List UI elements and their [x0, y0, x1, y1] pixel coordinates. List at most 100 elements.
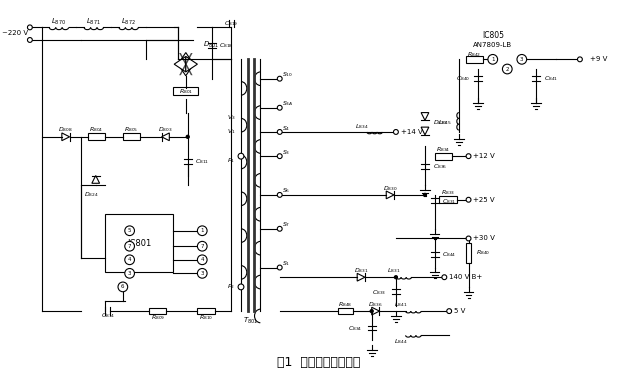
Text: 6: 6 — [121, 285, 125, 290]
Polygon shape — [92, 175, 99, 183]
Text: 1: 1 — [201, 228, 204, 233]
Text: +25 V: +25 V — [473, 197, 495, 203]
Bar — [440, 196, 457, 203]
Text: $C_{834}$: $C_{834}$ — [348, 324, 362, 333]
Bar — [466, 56, 483, 63]
Text: 7: 7 — [128, 244, 132, 249]
Bar — [466, 243, 471, 263]
Circle shape — [578, 57, 582, 62]
Text: $R_{805}$: $R_{805}$ — [124, 126, 138, 134]
Text: $L_{844}$: $L_{844}$ — [394, 337, 407, 346]
Circle shape — [278, 227, 282, 231]
Bar — [173, 88, 198, 95]
Polygon shape — [62, 133, 70, 141]
Circle shape — [125, 268, 135, 278]
Circle shape — [278, 154, 282, 159]
Polygon shape — [357, 273, 365, 281]
Circle shape — [27, 25, 32, 30]
Text: $D_{831}$: $D_{831}$ — [354, 266, 368, 275]
Text: $T_{801}$: $T_{801}$ — [243, 316, 258, 326]
Text: $C_{831}$: $C_{831}$ — [442, 197, 456, 206]
Text: $P_2$: $P_2$ — [227, 283, 235, 291]
Text: $C_{811}$: $C_{811}$ — [196, 157, 210, 166]
Text: $L_{831}$: $L_{831}$ — [388, 266, 401, 275]
Text: 3: 3 — [520, 57, 524, 62]
Text: $R_{804}$: $R_{804}$ — [89, 126, 104, 134]
Text: $V_3$: $V_3$ — [227, 113, 235, 122]
Circle shape — [442, 275, 446, 280]
Text: $S_{3A}$: $S_{3A}$ — [282, 99, 293, 108]
Text: $D_{808}$: $D_{808}$ — [58, 126, 73, 134]
Text: 4: 4 — [128, 257, 132, 262]
Text: $L_{845}$: $L_{845}$ — [438, 118, 451, 127]
Text: +14 V: +14 V — [401, 129, 422, 135]
Text: +9 V: +9 V — [589, 56, 607, 62]
Circle shape — [466, 154, 471, 159]
Text: 2: 2 — [505, 66, 509, 71]
Circle shape — [278, 192, 282, 197]
Bar — [197, 308, 215, 314]
Text: $R_{834}$: $R_{834}$ — [436, 145, 451, 154]
Text: $R_{809}$: $R_{809}$ — [150, 313, 165, 322]
Text: $L_{871}$: $L_{871}$ — [86, 17, 101, 26]
Text: $C_{818}$: $C_{818}$ — [219, 41, 233, 50]
Circle shape — [125, 242, 135, 251]
Circle shape — [197, 255, 207, 265]
Text: $S_1$: $S_1$ — [282, 259, 290, 268]
Bar — [149, 308, 166, 314]
Text: IC801: IC801 — [127, 239, 152, 248]
Bar — [88, 133, 106, 140]
Circle shape — [197, 242, 207, 251]
Text: $R_{842}$: $R_{842}$ — [467, 50, 481, 59]
Circle shape — [125, 226, 135, 235]
Circle shape — [488, 55, 497, 64]
Circle shape — [370, 310, 373, 313]
Text: $C_{814}$: $C_{814}$ — [101, 311, 116, 320]
Text: $C_{844}$: $C_{844}$ — [442, 250, 457, 260]
Text: 5 V: 5 V — [454, 308, 465, 314]
Bar — [435, 153, 452, 160]
Text: 7: 7 — [201, 244, 204, 249]
Text: ╳: ╳ — [180, 53, 192, 75]
Text: $L_{841}$: $L_{841}$ — [394, 300, 407, 309]
Text: $S_7$: $S_7$ — [282, 220, 290, 229]
Circle shape — [197, 226, 207, 235]
Circle shape — [502, 64, 512, 74]
Polygon shape — [386, 191, 394, 199]
Polygon shape — [186, 56, 197, 72]
Text: $C_{833}$: $C_{833}$ — [372, 288, 386, 297]
Text: IC805: IC805 — [482, 31, 504, 40]
Text: $V_1$: $V_1$ — [227, 127, 235, 136]
Circle shape — [446, 309, 451, 313]
Polygon shape — [178, 64, 194, 76]
Text: $C_{840}$: $C_{840}$ — [456, 74, 471, 83]
Text: $D_{803}$: $D_{803}$ — [158, 126, 173, 134]
Text: $C_{819}$: $C_{819}$ — [224, 19, 238, 28]
Text: 3: 3 — [128, 271, 132, 276]
Text: $R_{801}$: $R_{801}$ — [179, 87, 193, 96]
Circle shape — [125, 255, 135, 265]
Text: $R_{848}$: $R_{848}$ — [338, 300, 353, 309]
Polygon shape — [174, 56, 186, 72]
Text: $L_{872}$: $L_{872}$ — [121, 17, 136, 26]
Text: $S_4$: $S_4$ — [282, 124, 290, 132]
Circle shape — [278, 76, 282, 81]
Circle shape — [186, 135, 189, 138]
Text: 图1  开关电源电路结构: 图1 开关电源电路结构 — [277, 356, 360, 369]
Text: 1: 1 — [491, 57, 494, 62]
Text: $P_1$: $P_1$ — [227, 157, 235, 166]
Circle shape — [394, 276, 397, 279]
Circle shape — [394, 129, 398, 134]
Bar — [338, 308, 353, 314]
Text: $S_{10}$: $S_{10}$ — [282, 70, 293, 79]
Circle shape — [238, 153, 244, 159]
Bar — [123, 133, 140, 140]
Text: $S_3$: $S_3$ — [282, 148, 290, 157]
Circle shape — [278, 265, 282, 270]
Polygon shape — [178, 53, 194, 64]
Text: 4: 4 — [201, 257, 204, 262]
Polygon shape — [421, 127, 429, 135]
Text: 140 V B+: 140 V B+ — [449, 274, 483, 280]
Text: 3: 3 — [201, 271, 204, 276]
Text: $L_{834}$: $L_{834}$ — [355, 122, 369, 131]
